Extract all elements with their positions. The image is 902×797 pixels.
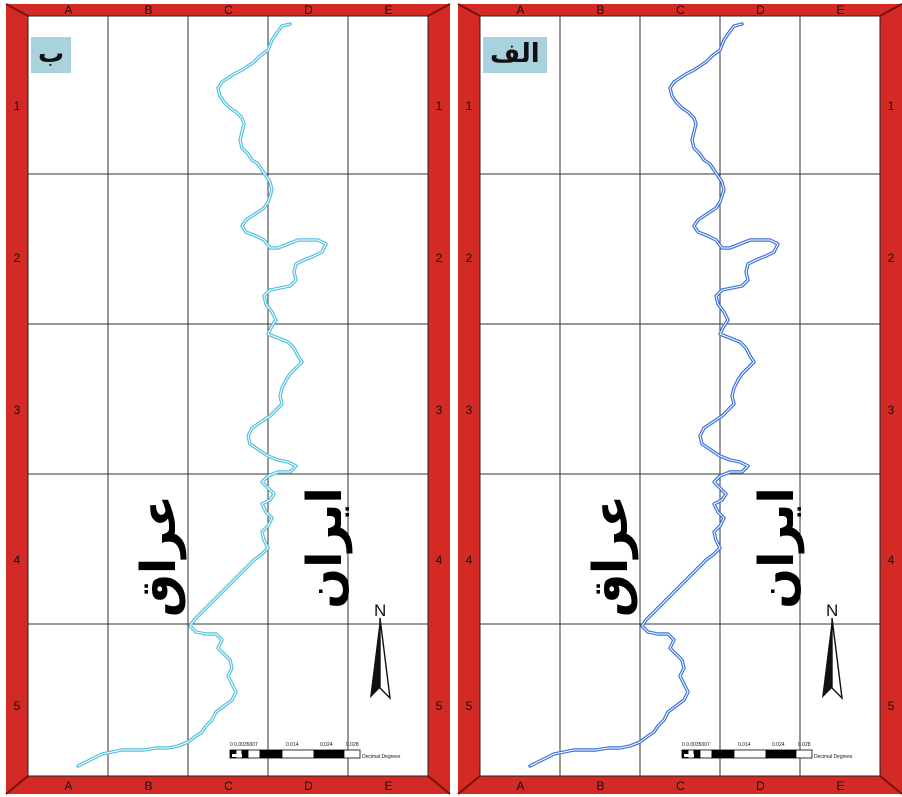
scale-unit-label: Decimal Degrees [362, 754, 401, 760]
col-label-bottom-A: A [64, 779, 73, 793]
panel-label-badge: ب [31, 37, 72, 73]
col-label-bottom-D: D [756, 779, 765, 793]
row-label-right-1: 1 [887, 99, 895, 113]
col-label-bottom-C: C [676, 779, 685, 793]
map-area [479, 15, 881, 777]
row-label-left-2: 2 [13, 251, 21, 265]
col-label-bottom-D: D [304, 779, 313, 793]
col-label-bottom-E: E [384, 779, 393, 793]
panel-label-badge: الف [483, 37, 547, 73]
row-label-left-5: 5 [465, 699, 473, 713]
scale-segment [343, 749, 361, 759]
scale-checker [232, 754, 242, 757]
row-label-right-3: 3 [887, 403, 895, 417]
scale-segment [711, 749, 735, 759]
col-label-top-B: B [144, 3, 153, 17]
row-label-left-4: 4 [465, 553, 473, 567]
map-panel-b: A B C D E A B C D E 1 2 3 4 5 1 2 3 4 5 … [5, 3, 451, 795]
row-label-left-3: 3 [465, 403, 473, 417]
scale-tick-labels: 0 0.0035007 0.014 0.024 0.028 [230, 742, 370, 748]
scale-segment [259, 749, 283, 759]
scale-tick-labels: 0 0.0035007 0.014 0.024 0.028 [682, 742, 822, 748]
col-label-top-B: B [596, 3, 605, 17]
scale-tick-0: 0 0.0035007 [230, 742, 258, 748]
col-label-top-C: C [224, 3, 233, 17]
row-label-left-5: 5 [13, 699, 21, 713]
scale-segment [765, 749, 797, 759]
river-channel [529, 23, 779, 767]
scale-segment [241, 749, 249, 759]
row-label-left-3: 3 [13, 403, 21, 417]
col-label-top-A: A [516, 3, 525, 17]
north-label: N [374, 601, 387, 620]
north-arrow-right [831, 617, 843, 700]
col-label-bottom-E: E [836, 779, 845, 793]
north-arrow-right [379, 617, 391, 700]
map-area [27, 15, 429, 777]
row-label-left-1: 1 [13, 99, 21, 113]
north-arrow-left [370, 618, 380, 698]
row-label-right-5: 5 [435, 699, 443, 713]
col-label-bottom-B: B [596, 779, 605, 793]
scale-tick-1: 0.014 [286, 742, 299, 748]
row-label-right-3: 3 [435, 403, 443, 417]
north-label: N [826, 601, 839, 620]
col-label-top-A: A [64, 3, 73, 17]
scale-segment [693, 749, 701, 759]
scale-bar [681, 749, 813, 759]
map-frame-alef [457, 3, 902, 795]
scale-bar [229, 749, 361, 759]
col-label-bottom-B: B [144, 779, 153, 793]
row-label-right-2: 2 [887, 251, 895, 265]
scale-tick-3: 0.028 [346, 742, 359, 748]
grid-lines [480, 16, 880, 776]
col-label-top-D: D [756, 3, 765, 17]
row-label-right-2: 2 [435, 251, 443, 265]
row-label-left-1: 1 [465, 99, 473, 113]
col-label-top-E: E [836, 3, 845, 17]
scale-tick-0: 0 0.0035007 [682, 742, 710, 748]
row-label-left-4: 4 [13, 553, 21, 567]
scale-tick-2: 0.024 [772, 742, 785, 748]
scale-tick-3: 0.028 [798, 742, 811, 748]
col-label-top-D: D [304, 3, 313, 17]
grid-lines [28, 16, 428, 776]
scale-segment [313, 749, 345, 759]
col-label-bottom-A: A [516, 779, 525, 793]
row-label-left-2: 2 [465, 251, 473, 265]
scale-tick-1: 0.014 [738, 742, 751, 748]
scale-segment [247, 749, 261, 759]
scale-tick-2: 0.024 [320, 742, 333, 748]
map-panel-alef: A B C D E A B C D E 1 2 3 4 5 1 2 3 4 5 … [457, 3, 902, 795]
row-label-right-4: 4 [435, 553, 443, 567]
country-label-iran: ایران [296, 487, 353, 609]
scale-segment [733, 749, 767, 759]
scale-segment [699, 749, 713, 759]
scale-unit-label: Decimal Degrees [814, 754, 853, 760]
river-line [76, 22, 328, 768]
scale-segment [795, 749, 813, 759]
country-label-iraq: عراق [583, 494, 640, 618]
row-label-right-1: 1 [435, 99, 443, 113]
scale-checker [684, 754, 694, 757]
river-line [528, 22, 780, 768]
country-label-iran: ایران [748, 487, 805, 609]
river-channel [77, 23, 327, 767]
col-label-top-E: E [384, 3, 393, 17]
col-label-top-C: C [676, 3, 685, 17]
north-arrow-left [822, 618, 832, 698]
col-label-bottom-C: C [224, 779, 233, 793]
map-frame-b [5, 3, 451, 795]
country-label-iraq: عراق [131, 494, 188, 618]
scale-segment [281, 749, 315, 759]
row-label-right-4: 4 [887, 553, 895, 567]
row-label-right-5: 5 [887, 699, 895, 713]
